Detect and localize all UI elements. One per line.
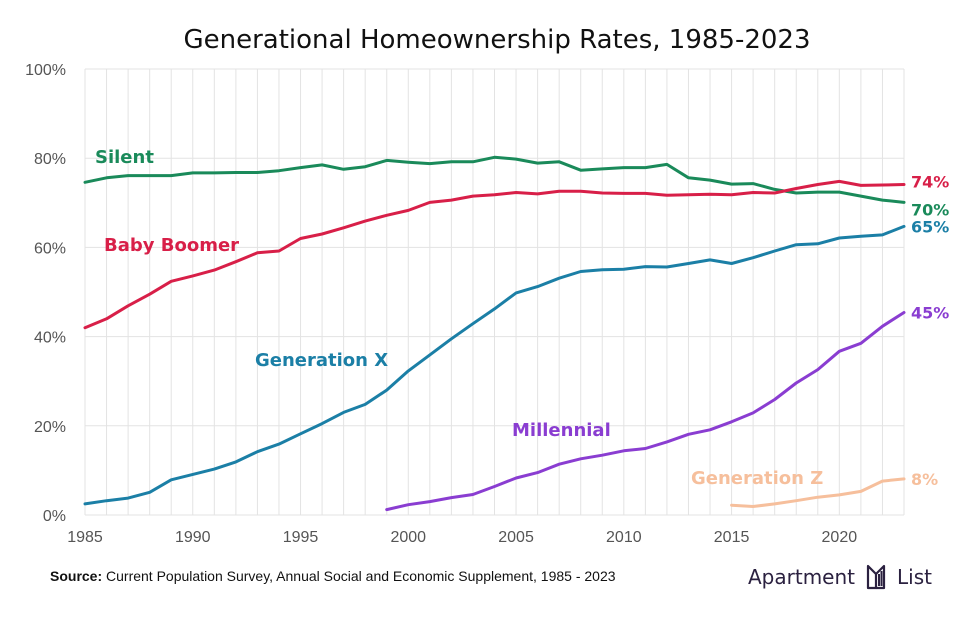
series-label-millennial: Millennial <box>512 420 611 441</box>
series-line-generation-z <box>730 477 906 508</box>
end-value-label-generation-z: 8% <box>911 470 938 489</box>
source-note: Source: Current Population Survey, Annua… <box>50 568 616 584</box>
y-tick-label: 80% <box>34 151 66 168</box>
series-label-generation-z: Generation Z <box>691 468 823 489</box>
gridlines <box>84 68 905 516</box>
x-tick-label: 2000 <box>390 529 426 546</box>
y-axis-ticks: 0% 20% 40% 60% 80% 100% <box>25 62 66 525</box>
series-lines <box>83 155 906 512</box>
brand-logo: Apartment List <box>748 560 932 594</box>
end-value-label-silent: 70% <box>911 200 949 219</box>
y-tick-label: 20% <box>34 419 66 436</box>
y-tick-label: 60% <box>34 240 66 257</box>
x-axis-ticks: 1985 1990 1995 2000 2005 2010 2015 2020 <box>67 529 857 546</box>
brand-name-right: List <box>897 565 932 589</box>
x-tick-label: 2005 <box>498 529 534 546</box>
y-tick-label: 40% <box>34 330 66 347</box>
source-text: Current Population Survey, Annual Social… <box>106 568 616 584</box>
series-line-baby-boomer <box>83 179 906 330</box>
source-label: Source: <box>50 568 103 584</box>
end-value-label-baby-boomer: 74% <box>911 173 949 192</box>
x-tick-label: 1985 <box>67 529 103 546</box>
y-tick-label: 0% <box>43 508 66 525</box>
x-tick-label: 2010 <box>606 529 642 546</box>
series-label-baby-boomer: Baby Boomer <box>104 235 239 256</box>
series-line-generation-x <box>83 224 906 506</box>
chart-title: Generational Homeownership Rates, 1985-2… <box>183 25 810 55</box>
series-line-millennial <box>385 311 906 512</box>
x-tick-label: 2020 <box>822 529 858 546</box>
brand-name-left: Apartment <box>748 565 856 589</box>
apartment-list-logo-icon <box>866 564 886 590</box>
x-tick-label: 2015 <box>714 529 750 546</box>
series-label-generation-x: Generation X <box>255 350 388 371</box>
end-value-label-generation-x: 65% <box>911 217 949 236</box>
end-value-label-millennial: 45% <box>911 304 949 323</box>
y-tick-label: 100% <box>25 62 66 79</box>
x-tick-label: 1995 <box>283 529 319 546</box>
series-labels: Silent 70% Baby Boomer 74% Generation X 65% Mi… <box>95 147 949 489</box>
series-line-silent <box>83 155 906 204</box>
series-label-silent: Silent <box>95 147 154 168</box>
x-tick-label: 1990 <box>175 529 211 546</box>
